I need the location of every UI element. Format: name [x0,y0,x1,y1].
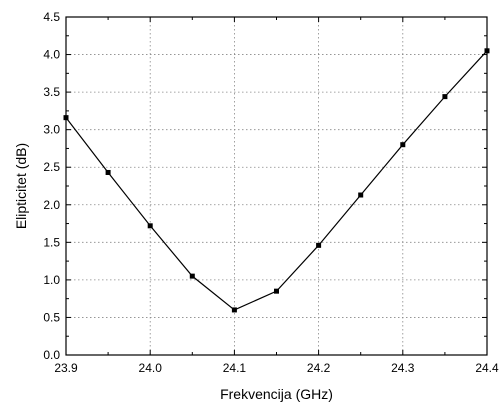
y-tick-label: 3.5 [43,85,60,99]
y-tick-label: 4.5 [43,10,60,24]
y-tick-label: 3.0 [43,123,60,137]
data-point [105,169,111,175]
data-point [231,307,237,313]
y-tick-label: 1.5 [43,235,60,249]
x-tick-label: 23.9 [54,361,78,375]
x-tick-label: 24.3 [391,361,415,375]
plot-frame [65,16,488,356]
data-point [316,242,322,248]
data-point [442,94,448,100]
y-tick-label: 2.0 [43,198,60,212]
y-tick-label: 0.5 [43,310,60,324]
data-point [189,273,195,279]
y-tick-label: 0.0 [43,348,60,362]
axis-ticks [65,16,488,356]
data-point [274,288,279,294]
data-point [358,192,364,198]
x-tick-label: 24.2 [307,361,331,375]
series-line [65,50,488,311]
y-axis-label: Elipticitet (dB) [13,143,29,229]
y-tick-label: 1.0 [43,273,60,287]
x-tick-labels: 23.9 24.0 24.1 24.2 24.3 24.4 [54,361,499,375]
x-tick-label: 24.0 [139,361,163,375]
y-tick-labels: 0.0 0.5 1.0 1.5 2.0 2.5 3.0 3.5 4.0 4.5 [43,10,60,362]
x-axis-label: Frekvencija (GHz) [220,386,333,402]
y-tick-label: 2.5 [43,160,60,174]
x-tick-label: 24.4 [475,361,499,375]
x-tick-label: 24.1 [223,361,247,375]
y-tick-label: 4.0 [43,48,60,62]
data-point [400,142,406,148]
grid-lines [66,17,487,355]
series-layer [63,48,490,313]
data-point [147,223,153,229]
